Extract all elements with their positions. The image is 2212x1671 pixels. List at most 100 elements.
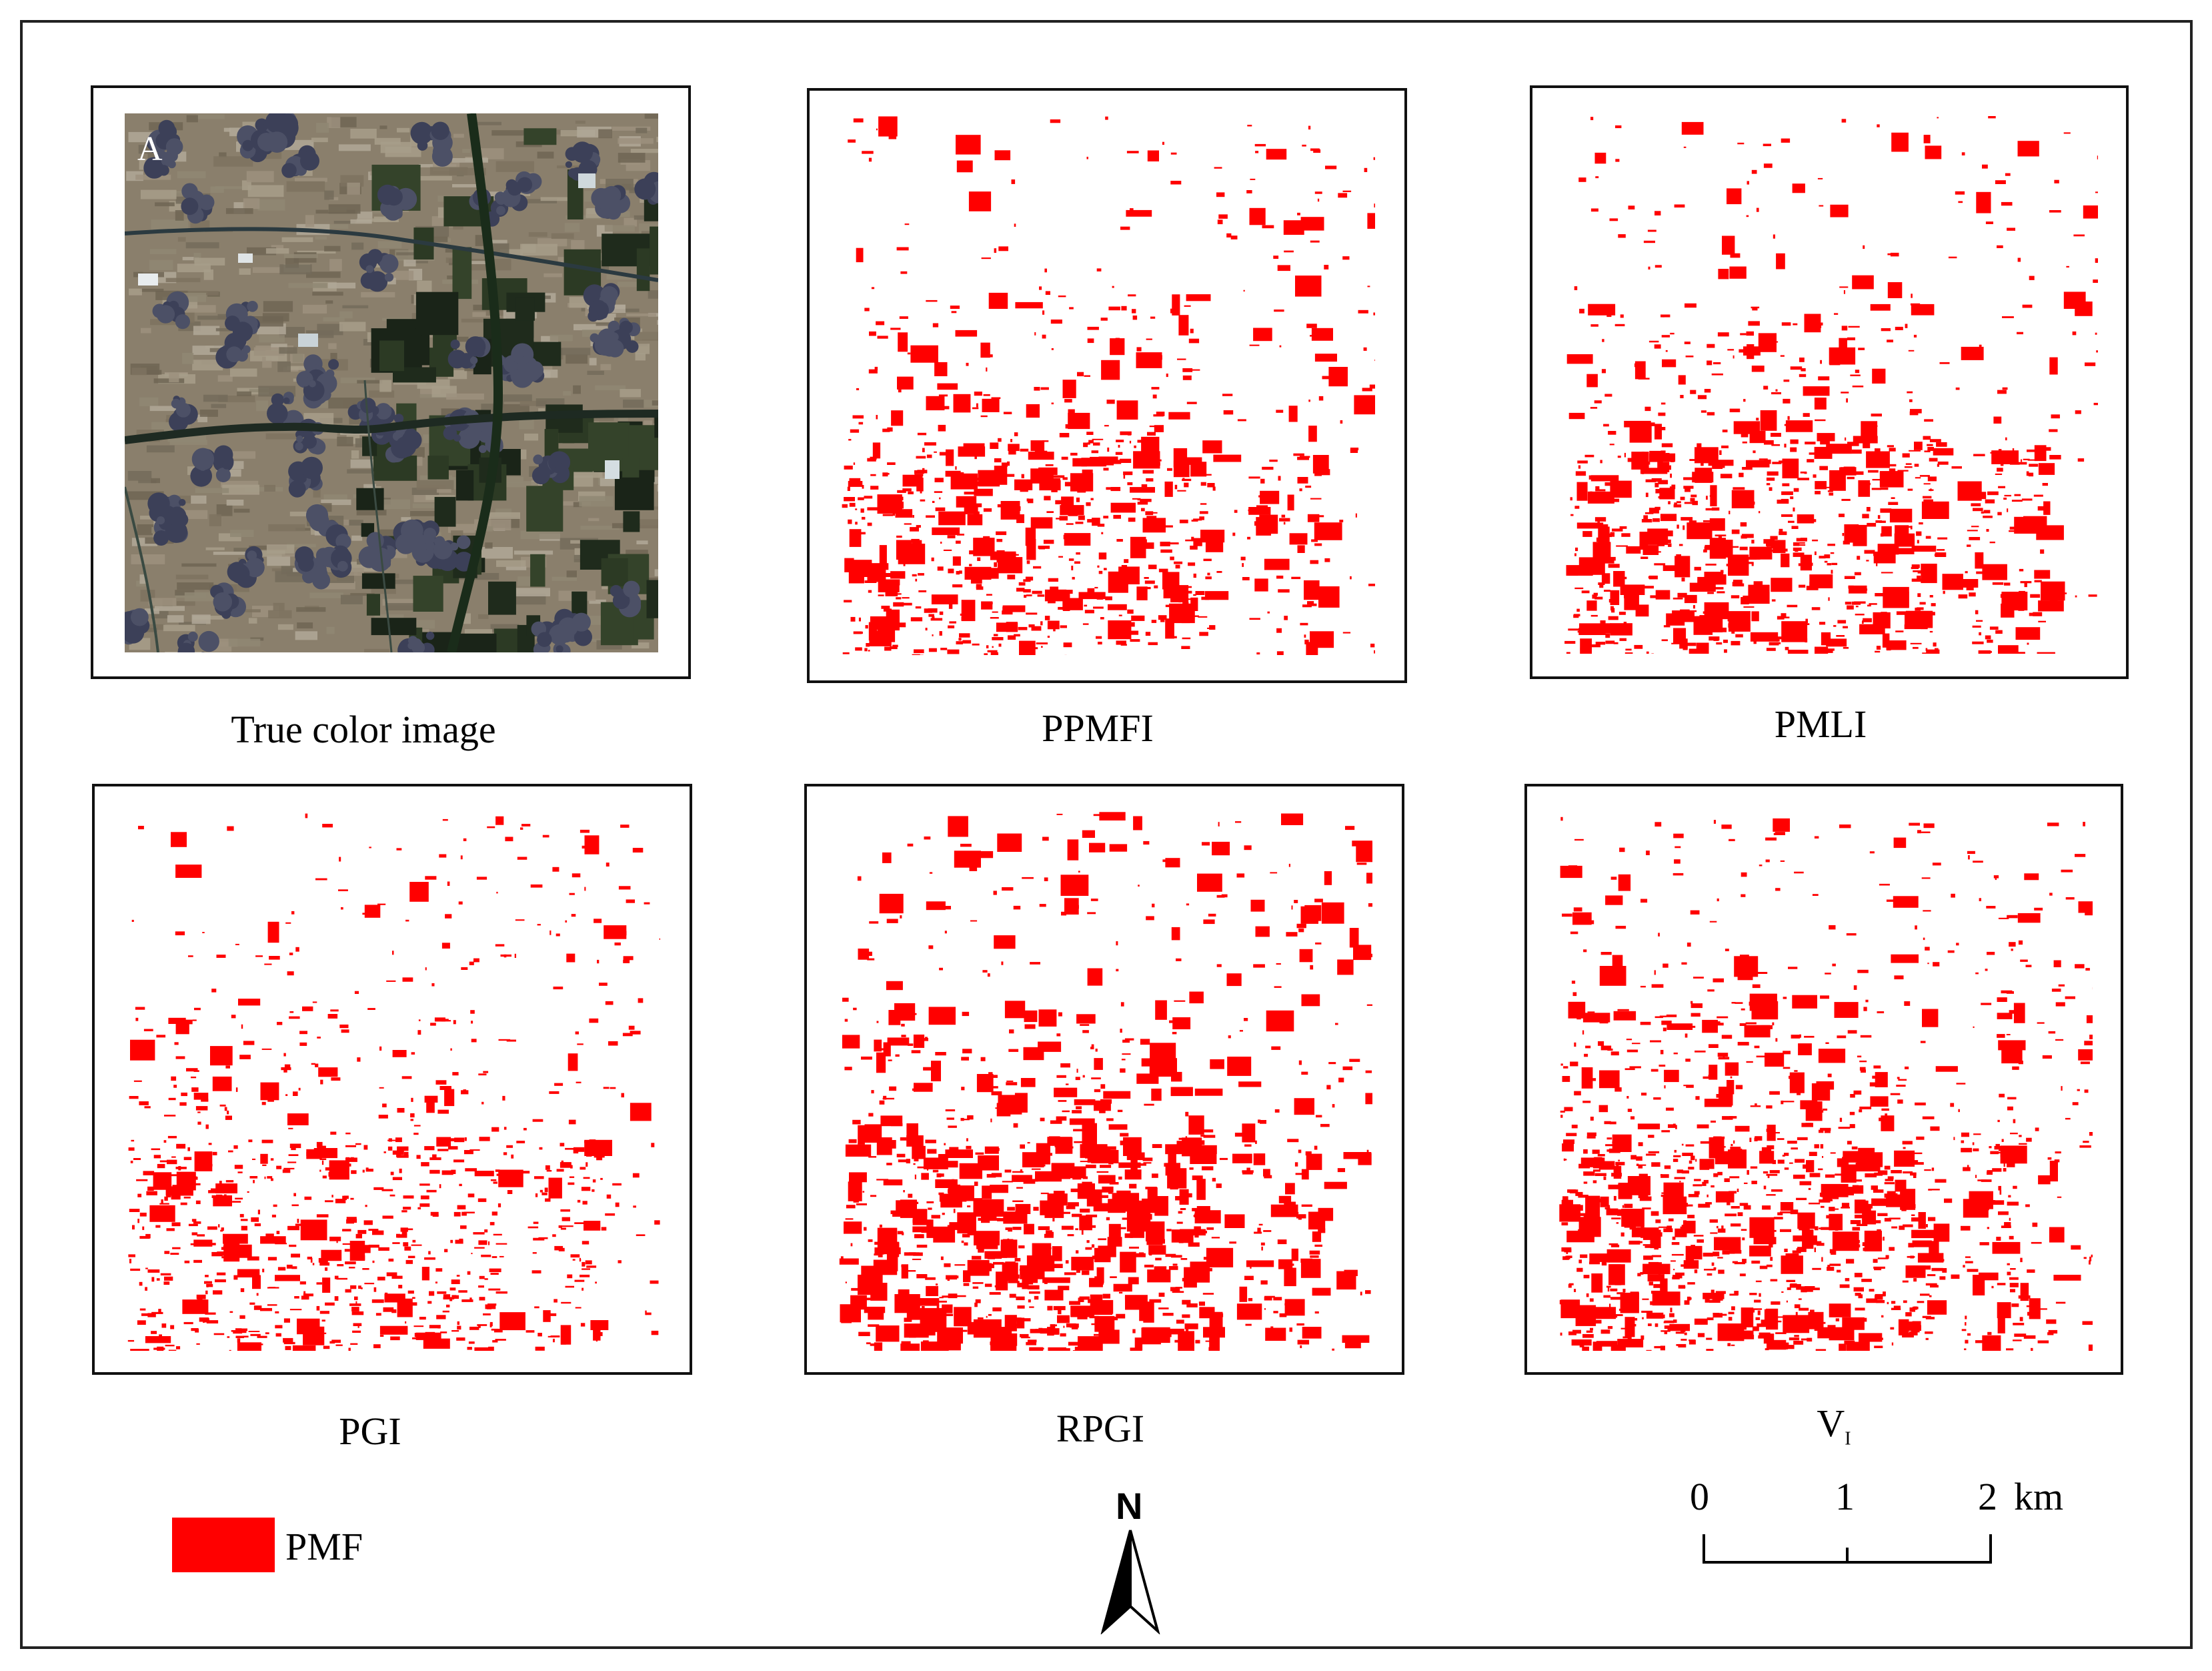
pmf-patch [130, 1268, 141, 1271]
pmf-patch [1917, 575, 1921, 580]
pmf-patch [1284, 1299, 1305, 1316]
pmf-patch [932, 323, 939, 328]
pmf-patch [1261, 1246, 1263, 1251]
pmf-patch [1158, 1292, 1165, 1297]
pmf-patch [1025, 527, 1036, 546]
pmf-patch [1839, 338, 1847, 352]
pmf-patch [221, 1256, 231, 1259]
pmf-patch [363, 1145, 368, 1150]
pmf-patch [1200, 482, 1206, 486]
pmf-patch [987, 973, 990, 977]
pmf-patch [1852, 386, 1864, 388]
field-parcel [312, 224, 349, 229]
pmf-patch [964, 566, 992, 580]
pmf-patch [1871, 414, 1882, 417]
pmf-patch [1212, 486, 1216, 491]
pmf-patch [1001, 462, 1008, 467]
pmf-patch [928, 608, 938, 613]
pmf-patch [1270, 872, 1278, 874]
pmf-patch [1935, 648, 1939, 651]
pmf-patch [1094, 1058, 1103, 1070]
pmf-patch [1619, 638, 1626, 641]
pmf-patch [1374, 203, 1375, 207]
pmf-patch [868, 1239, 873, 1242]
pmf-patch [1925, 536, 1931, 539]
field-parcel [618, 153, 646, 163]
pmf-patch [1751, 540, 1755, 544]
pmf-patch [1266, 1010, 1294, 1032]
pmf-patch [1763, 163, 1773, 168]
pmf-patch [1888, 502, 1899, 505]
pmf-patch [1793, 542, 1800, 546]
pmf-patch [1096, 636, 1102, 639]
pmf-patch [1908, 350, 1915, 352]
pmf-patch [267, 1176, 273, 1179]
pmf-patch [159, 1207, 169, 1210]
pmf-patch [2000, 461, 2004, 466]
pmf-patch [135, 1007, 145, 1010]
pmf-patch [1674, 502, 1677, 506]
village [417, 140, 428, 151]
pmf-patch [900, 602, 912, 606]
pmf-patch [630, 1031, 641, 1035]
pmf-patch [396, 1153, 401, 1157]
pmf-patch [191, 1087, 199, 1092]
pmf-patch [350, 1157, 354, 1160]
pmf-patch [908, 491, 914, 494]
village [214, 445, 233, 464]
pmf-patch [1597, 520, 1600, 524]
pmf-patch [1310, 148, 1320, 151]
pmf-patch [956, 160, 973, 173]
pmf-patch [1211, 1237, 1220, 1239]
pmf-patch [1260, 490, 1280, 504]
pmf-patch [1791, 526, 1799, 529]
pmf-patch [868, 369, 878, 374]
pmf-patch [1055, 1137, 1073, 1154]
pmf-patch [1194, 1226, 1201, 1231]
pmf-patch [1084, 604, 1088, 607]
pmf-patch [1256, 652, 1260, 655]
field-parcel [495, 161, 534, 172]
pmf-patch [2019, 568, 2024, 572]
pmf-patch [1344, 1335, 1361, 1349]
pmf-patch [1105, 1146, 1116, 1150]
pmf-patch [1184, 1193, 1192, 1197]
pmf-patch [151, 1311, 163, 1314]
pmf-patch [849, 1172, 867, 1183]
pmf-patch [1889, 508, 1913, 523]
pmf-patch [1197, 1156, 1208, 1160]
pmf-patch [1058, 1309, 1062, 1315]
field-parcel [347, 469, 381, 474]
field-parcel [385, 603, 418, 611]
pmf-patch [362, 913, 375, 915]
pmf-patch [285, 922, 291, 924]
pmf-patch [1716, 642, 1723, 645]
pmf-patch [1141, 508, 1145, 512]
pmf-patch [1055, 500, 1062, 504]
pmf-patch [1246, 1167, 1250, 1171]
field-parcel [216, 504, 233, 516]
pmf-patch [1937, 516, 1941, 519]
field-parcel [526, 199, 558, 203]
field-parcel [321, 499, 351, 506]
pmf-patch [948, 604, 953, 609]
village [565, 161, 573, 168]
pmf-patch [367, 1008, 375, 1010]
pmf-patch [2021, 498, 2033, 501]
pmf-patch [424, 1146, 435, 1151]
pmf-patch [1170, 152, 1177, 155]
pmf-patch [920, 1307, 947, 1328]
pmf-patch [577, 1043, 584, 1045]
pmf-patch [1905, 324, 1908, 328]
pmf-patch [1770, 536, 1778, 540]
pmf-patch [435, 1268, 443, 1272]
field-parcel [640, 525, 658, 528]
pmf-patch [882, 1145, 890, 1153]
pmf-patch [1010, 1317, 1022, 1319]
pmf-patch [869, 921, 879, 924]
pmf-patch [1106, 487, 1112, 490]
pmf-patch [1364, 167, 1368, 172]
pmf-patch [1192, 369, 1200, 371]
pmf-patch [476, 877, 487, 880]
pmf-patch [1986, 529, 1989, 532]
